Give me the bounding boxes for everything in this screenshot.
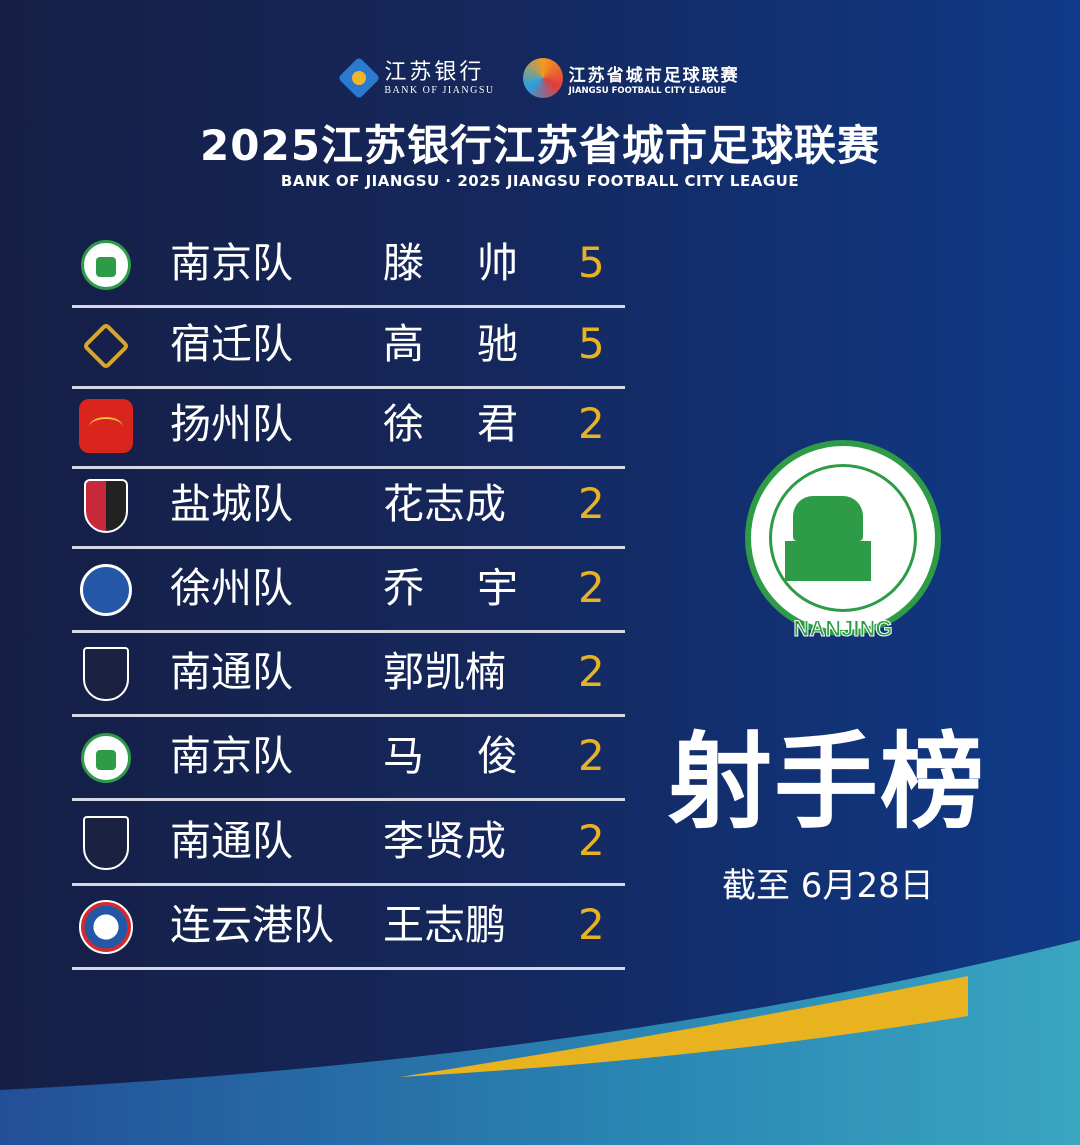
team-logo-suqian <box>78 317 134 375</box>
team-name: 南通队 <box>170 648 293 696</box>
bank-of-jiangsu-logo: 江苏银行 BANK OF JIANGSU <box>340 59 494 97</box>
team-name: 徐州队 <box>170 564 293 612</box>
goal-count: 2 <box>578 816 605 865</box>
page-title: 2025江苏银行江苏省城市足球联赛 <box>200 121 880 170</box>
cutoff-date: 截至 6月28日 <box>722 866 934 906</box>
player-name: 王志鹏 <box>383 901 506 949</box>
bank-logo-en: BANK OF JIANGSU <box>384 84 495 96</box>
goal-count: 2 <box>578 563 605 612</box>
team-name: 扬州队 <box>170 400 293 448</box>
bank-logo-icon <box>340 59 378 97</box>
goal-count: 2 <box>578 479 605 528</box>
team-logo-lianyungang <box>78 898 134 956</box>
team-logo-xuzhou <box>78 561 134 619</box>
player-name: 郭凯楠 <box>383 648 506 696</box>
team-logo-nanjing <box>78 236 134 294</box>
scorer-row: 盐城队 花志成 2 <box>72 467 625 549</box>
bank-logo-cn: 江苏银行 <box>384 59 485 85</box>
team-name: 宿迁队 <box>170 320 293 368</box>
sponsor-logos: 江苏银行 BANK OF JIANGSU 江苏省城市足球联赛 JIANGSU F… <box>0 58 1080 98</box>
team-logo-nanjing <box>78 729 134 787</box>
team-name: 连云港队 <box>170 901 334 949</box>
scorer-row: 南京队 滕帅 5 <box>72 226 625 308</box>
player-name: 李贤成 <box>383 817 506 865</box>
headline: 射手榜 <box>668 721 987 843</box>
goal-count: 2 <box>578 731 605 780</box>
goal-count: 2 <box>578 399 605 448</box>
team-logo-yancheng <box>78 477 134 535</box>
player-name: 马俊 <box>383 732 518 780</box>
team-logo-yangzhou <box>78 397 134 455</box>
player-name: 高驰 <box>383 320 518 368</box>
goal-count: 5 <box>578 238 605 287</box>
player-name: 花志成 <box>383 480 506 528</box>
league-logo-en: JIANGSU FOOTBALL CITY LEAGUE <box>568 85 727 96</box>
goal-count: 2 <box>578 647 605 696</box>
scorer-row: 宿迁队 高驰 5 <box>72 307 625 389</box>
goal-count: 5 <box>578 319 605 368</box>
goal-count: 2 <box>578 900 605 949</box>
player-name: 滕帅 <box>383 239 518 287</box>
team-logo-nantong <box>78 645 134 703</box>
player-name: 徐君 <box>383 400 518 448</box>
team-name: 南京队 <box>170 732 293 780</box>
scorer-row: 南通队 李贤成 2 <box>72 804 625 886</box>
team-logo-nantong <box>78 814 134 872</box>
scorer-row: 南京队 马俊 2 <box>72 719 625 801</box>
league-logo-cn: 江苏省城市足球联赛 <box>568 65 740 86</box>
scorer-row: 徐州队 乔宇 2 <box>72 551 625 633</box>
league-logo: 江苏省城市足球联赛 JIANGSU FOOTBALL CITY LEAGUE <box>522 58 740 98</box>
scorer-row: 南通队 郭凯楠 2 <box>72 635 625 717</box>
page-subtitle: BANK OF JIANGSU · 2025 JIANGSU FOOTBALL … <box>280 172 800 190</box>
team-name: 南通队 <box>170 817 293 865</box>
scorer-row: 连云港队 王志鹏 2 <box>72 888 625 970</box>
nanjing-team-logo: NANJING <box>745 440 941 642</box>
scorer-row: 扬州队 徐君 2 <box>72 387 625 469</box>
nanjing-logo-text: NANJING <box>793 616 893 642</box>
player-name: 乔宇 <box>383 564 518 612</box>
team-name: 南京队 <box>170 239 293 287</box>
team-name: 盐城队 <box>170 480 293 528</box>
league-logo-icon <box>522 58 563 98</box>
